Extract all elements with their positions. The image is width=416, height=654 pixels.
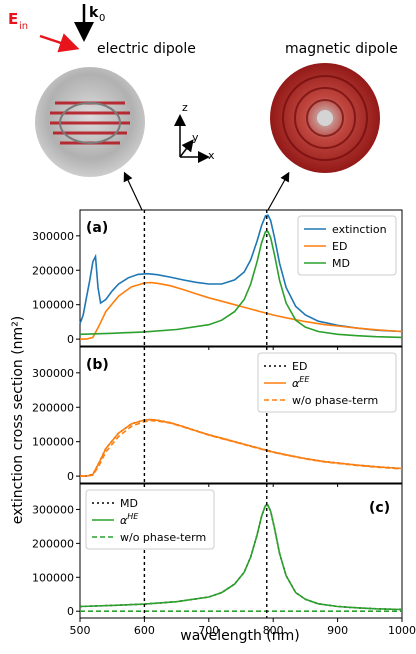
y-tick-label: 200000 xyxy=(32,264,74,277)
x-tick-label: 800 xyxy=(263,624,284,637)
legend-label: ED xyxy=(292,360,307,373)
x-tick-label: 600 xyxy=(134,624,155,637)
electric-dipole-sphere xyxy=(35,67,145,177)
incident-field-arrow xyxy=(39,33,80,53)
x-tick-label: 500 xyxy=(70,624,91,637)
magnetic-dipole-title: magnetic dipole xyxy=(285,41,398,57)
panel-3: 0 100000 200000 300000 500 600 700 800 900 1000 (c… xyxy=(32,483,416,637)
legend-box xyxy=(85,489,215,550)
x-tick-label: 700 xyxy=(198,624,219,637)
y-tick-label: 0 xyxy=(67,333,74,346)
x-tick-label: 900 xyxy=(327,624,348,637)
y-tick-label: 100000 xyxy=(32,436,74,449)
plot-frame xyxy=(79,209,403,347)
plot-frame xyxy=(79,483,403,619)
series-line xyxy=(80,281,403,340)
y-tick-label: 300000 xyxy=(32,503,74,516)
wavevector-label: k xyxy=(89,5,99,21)
series-line xyxy=(79,230,403,339)
panel-label: (a) xyxy=(86,220,108,236)
incident-field-label: E xyxy=(8,10,18,28)
series-line xyxy=(80,418,403,477)
series-line xyxy=(80,419,403,477)
plot-frame xyxy=(79,346,403,484)
y-tick-label: 100000 xyxy=(32,571,74,584)
incident-field-sub: in xyxy=(19,21,28,32)
legend-label: w/o phase-term xyxy=(292,394,378,407)
legend-box xyxy=(257,352,397,413)
x-axis-label: wavelength (nm) xyxy=(180,628,299,644)
y-axis-label: extinction cross section (nm²) xyxy=(10,316,26,525)
magnetic-dipole-sphere xyxy=(270,63,380,173)
panel-label: (c) xyxy=(369,500,390,516)
coordinate-axes xyxy=(174,114,210,163)
y-tick-label: 200000 xyxy=(32,401,74,414)
plots: 0 100000 200000 300000 (a) extinction ED MD 0 100… xyxy=(32,209,416,637)
y-tick-label: 300000 xyxy=(32,367,74,380)
y-tick-label: 0 xyxy=(67,470,74,483)
axis-y-label: y xyxy=(192,131,199,144)
y-tick-label: 100000 xyxy=(32,299,74,312)
panel-label: (b) xyxy=(86,357,109,373)
legend-label: w/o phase-term xyxy=(120,531,206,544)
magnetic-pointer-arrow xyxy=(267,171,290,211)
legend-label: extinction xyxy=(332,223,387,236)
axis-x-label: x xyxy=(208,149,215,162)
y-tick-label: 300000 xyxy=(32,230,74,243)
y-tick-label: 0 xyxy=(67,605,74,618)
electric-pointer-arrow xyxy=(123,171,143,211)
axis-z-label: z xyxy=(182,101,188,114)
legend-label: MD xyxy=(332,257,350,270)
legend-label: MD xyxy=(120,497,138,510)
panel-1: 0 100000 200000 300000 (a) extinction ED MD xyxy=(32,209,403,350)
series-line xyxy=(79,504,403,611)
y-tick-label: 200000 xyxy=(32,537,74,550)
legend-box xyxy=(297,215,397,276)
x-tick-label: 1000 xyxy=(388,624,416,637)
electric-dipole-title: electric dipole xyxy=(97,41,196,57)
illustration: k 0 E in electric dipole magnetic dipole… xyxy=(8,4,398,211)
series-line xyxy=(79,214,403,333)
wavevector-sub: 0 xyxy=(99,13,105,24)
legend-label: ED xyxy=(332,240,347,253)
